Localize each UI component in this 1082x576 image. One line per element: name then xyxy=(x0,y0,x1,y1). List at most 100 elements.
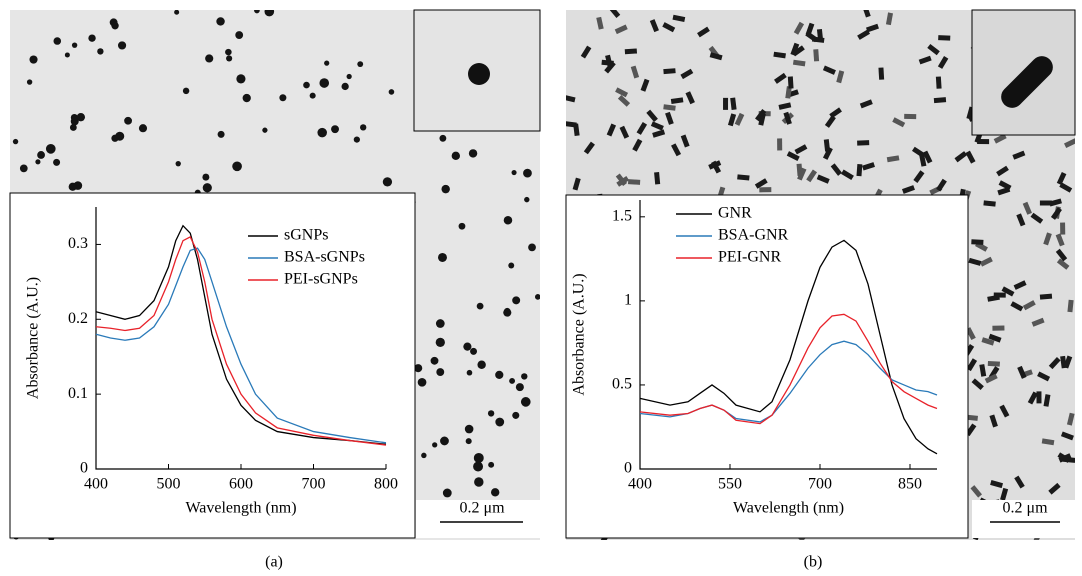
particle xyxy=(174,10,180,15)
particle xyxy=(1049,198,1062,207)
particle xyxy=(822,146,833,160)
particle xyxy=(672,14,686,22)
x-tick-label: 400 xyxy=(84,476,108,493)
particle xyxy=(317,127,327,138)
particle xyxy=(524,196,530,203)
particle xyxy=(859,99,873,109)
particle xyxy=(992,325,1005,331)
particle xyxy=(901,185,915,194)
particle xyxy=(787,76,794,89)
particle xyxy=(264,10,275,17)
particle xyxy=(225,48,232,56)
particle xyxy=(605,54,613,68)
particle xyxy=(487,410,495,417)
particle xyxy=(904,113,917,120)
particle xyxy=(1055,248,1068,262)
particle xyxy=(650,121,664,131)
particle xyxy=(88,34,96,42)
particle xyxy=(737,174,750,181)
particle xyxy=(528,243,536,252)
particle xyxy=(806,169,818,183)
particle xyxy=(515,383,524,392)
particle xyxy=(971,239,984,245)
particle xyxy=(440,436,449,446)
particle xyxy=(583,141,595,155)
y-axis-label: Absorbance (A.U.) xyxy=(571,273,588,395)
particle xyxy=(468,63,490,85)
y-tick-label: 0 xyxy=(80,460,88,477)
particle xyxy=(53,37,62,45)
particle xyxy=(1022,201,1032,215)
particle xyxy=(665,111,674,125)
x-axis-label: Wavelength (nm) xyxy=(185,500,296,517)
data-line xyxy=(639,313,938,425)
particle xyxy=(892,117,906,128)
particle xyxy=(878,67,885,80)
particle xyxy=(1037,371,1051,382)
chart-box xyxy=(565,194,969,539)
particle xyxy=(1060,222,1066,235)
legend-label: PEI-sGNPs xyxy=(284,271,358,288)
particle xyxy=(813,49,820,62)
particle xyxy=(324,60,330,66)
particle xyxy=(464,424,474,434)
particle xyxy=(730,97,737,111)
particle xyxy=(111,134,119,142)
y-tick-label: 0 xyxy=(624,460,632,477)
particle xyxy=(829,107,842,119)
particle xyxy=(990,480,1004,489)
particle xyxy=(235,31,244,39)
particle xyxy=(993,133,1007,144)
particle xyxy=(382,177,393,187)
particle xyxy=(913,170,925,183)
particle xyxy=(723,97,729,110)
particle xyxy=(663,104,676,111)
particle xyxy=(346,73,352,80)
particle xyxy=(619,125,630,139)
particle xyxy=(886,155,900,163)
particle xyxy=(1027,391,1038,405)
particle xyxy=(303,81,310,89)
particle xyxy=(630,65,640,79)
data-line xyxy=(95,236,387,446)
particle xyxy=(636,122,648,135)
particle xyxy=(70,113,78,122)
particle xyxy=(988,333,1002,343)
particle xyxy=(1039,293,1053,300)
particle xyxy=(608,10,621,18)
particle xyxy=(1039,200,1052,206)
particle xyxy=(353,136,360,143)
particle xyxy=(1064,138,1075,149)
particle xyxy=(473,461,484,472)
inset-border xyxy=(413,9,541,132)
particle xyxy=(933,97,947,104)
particle xyxy=(617,94,631,107)
particle xyxy=(331,125,339,134)
particle xyxy=(615,87,629,98)
particle xyxy=(117,41,127,50)
particle xyxy=(970,485,982,498)
particle xyxy=(794,144,808,155)
particle xyxy=(1013,280,1027,290)
particle xyxy=(652,129,666,138)
particle xyxy=(989,414,998,428)
particle xyxy=(242,93,251,103)
y-tick-label: 0.1 xyxy=(68,385,88,402)
particle xyxy=(509,377,516,384)
particle xyxy=(534,294,540,300)
particle xyxy=(1060,431,1074,441)
particle xyxy=(774,72,787,84)
particle xyxy=(624,48,638,55)
y-tick-label: 0.2 xyxy=(68,310,88,327)
particle xyxy=(805,31,818,43)
particle xyxy=(1016,213,1026,227)
legend-label: PEI-GNR xyxy=(718,249,781,266)
particle xyxy=(466,369,473,376)
particle xyxy=(663,68,676,75)
particle xyxy=(1055,233,1065,247)
particle xyxy=(236,74,246,84)
particle xyxy=(465,438,472,445)
particle xyxy=(341,82,349,91)
data-line xyxy=(95,247,387,444)
